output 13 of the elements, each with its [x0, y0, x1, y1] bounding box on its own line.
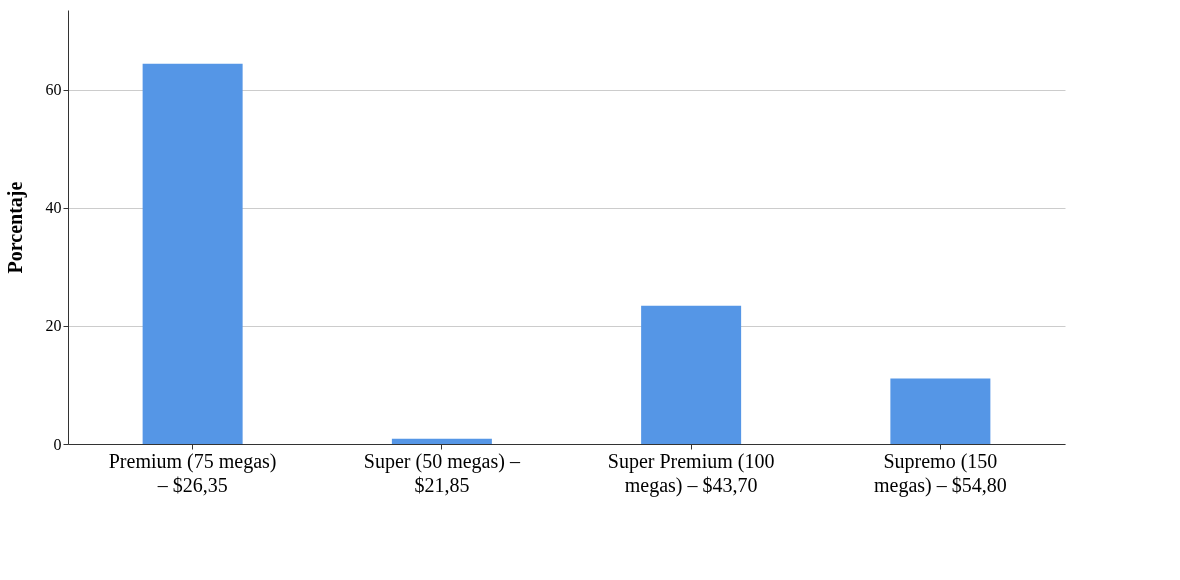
bar — [142, 63, 243, 444]
bar — [890, 378, 991, 444]
y-tick-label: 0 — [53, 435, 62, 453]
x-tick-label: Supremo (150 megas) – $54,80 — [873, 449, 1007, 497]
y-tick-label: 20 — [45, 317, 62, 335]
y-tick-label: 40 — [45, 199, 62, 217]
y-tick-label: 60 — [45, 81, 62, 99]
bar — [391, 438, 492, 444]
x-tick-label: Premium (75 megas) – $26,35 — [108, 449, 277, 496]
x-tick-label: Super (50 megas) – $21,85 — [363, 449, 521, 496]
bar — [641, 305, 742, 444]
x-tick-label: Super Premium (100 megas) – $43,70 — [607, 449, 775, 497]
y-axis-title: Porcentaje — [3, 181, 27, 274]
